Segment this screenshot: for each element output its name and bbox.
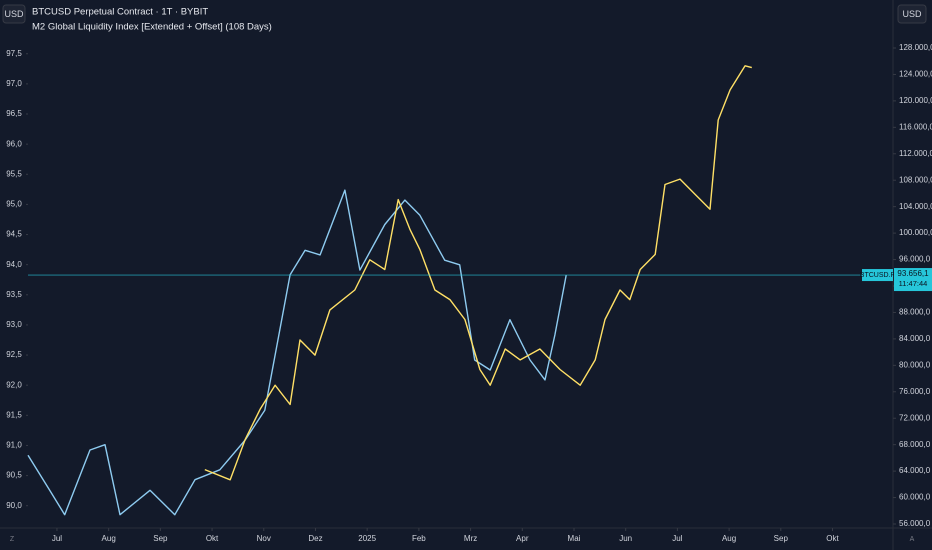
- y2-tick-label: 120.000,0: [899, 96, 932, 105]
- y2-tick-label: 56.000,0: [899, 519, 931, 528]
- y-tick-label: 97,0: [6, 79, 22, 88]
- y-tick-label: 90,5: [6, 471, 22, 480]
- x-tick-label: Feb: [412, 534, 426, 543]
- y2-tick-label: 72.000,0: [899, 413, 931, 422]
- x-tick-label: Jul: [672, 534, 682, 543]
- y2-tick-label: 100.000,0: [899, 228, 932, 237]
- y2-tick-label: 116.000,0: [899, 122, 932, 131]
- y-tick-label: 94,5: [6, 230, 22, 239]
- x-tick-label: Apr: [516, 534, 529, 543]
- x-tick-label: Dez: [308, 534, 322, 543]
- x-tick-label: Okt: [206, 534, 219, 543]
- x-tick-label: Sep: [153, 534, 168, 543]
- y-tick-label: 94,0: [6, 260, 22, 269]
- y-tick-label: 95,0: [6, 200, 22, 209]
- x-tick-label: Mai: [568, 534, 581, 543]
- x-tick-label: Aug: [102, 534, 116, 543]
- price-value-box: [894, 268, 932, 292]
- y-tick-label: 90,0: [6, 501, 22, 510]
- x-tick-label: Nov: [257, 534, 271, 543]
- currency-button[interactable]: [2, 4, 26, 24]
- currency-right[interactable]: USD: [902, 9, 922, 19]
- price-time: 11:47:44: [899, 279, 928, 288]
- y2-tick-label: 76.000,0: [899, 387, 931, 396]
- series-line: [27, 189, 567, 516]
- y-tick-label: 92,0: [6, 380, 22, 389]
- corner-label[interactable]: A: [910, 536, 915, 543]
- currency-left[interactable]: USD: [4, 9, 24, 19]
- y-tick-label: 96,5: [6, 109, 22, 118]
- series-line: [204, 65, 752, 481]
- y-tick-label: 93,5: [6, 290, 22, 299]
- y-tick-label: 91,5: [6, 410, 22, 419]
- price-name-box: [862, 269, 893, 282]
- chart-subtitle: M2 Global Liquidity Index [Extended + Of…: [32, 22, 272, 33]
- x-tick-label: Jun: [619, 534, 632, 543]
- y2-tick-label: 60.000,0: [899, 493, 931, 502]
- x-tick-label: 2025: [358, 534, 376, 543]
- x-tick-label: Okt: [826, 534, 839, 543]
- y2-tick-label: 108.000,0: [899, 175, 932, 184]
- y-tick-label: 93,0: [6, 320, 22, 329]
- y2-tick-label: 64.000,0: [899, 466, 931, 475]
- corner-label[interactable]: Z: [10, 536, 15, 543]
- x-tick-label: Jul: [52, 534, 62, 543]
- y-tick-label: 91,0: [6, 441, 22, 450]
- price-name: BTCUSD.P: [860, 272, 896, 279]
- y2-tick-label: 88.000,0: [899, 308, 931, 317]
- y2-tick-label: 104.000,0: [899, 202, 932, 211]
- y-tick-label: 96,0: [6, 139, 22, 148]
- chart-title: BTCUSD Perpetual Contract · 1T · BYBIT: [32, 7, 208, 18]
- y-tick-label: 92,5: [6, 350, 22, 359]
- x-tick-label: Sep: [774, 534, 789, 543]
- y2-tick-label: 128.000,0: [899, 43, 932, 52]
- y2-tick-label: 112.000,0: [899, 149, 932, 158]
- price-value: 93.656,1: [897, 269, 929, 278]
- x-tick-label: Aug: [722, 534, 736, 543]
- currency-button[interactable]: [897, 4, 927, 24]
- y2-tick-label: 80.000,0: [899, 360, 931, 369]
- y2-tick-label: 96.000,0: [899, 255, 931, 264]
- y2-tick-label: 84.000,0: [899, 334, 931, 343]
- y-tick-label: 95,5: [6, 169, 22, 178]
- y-tick-label: 97,5: [6, 49, 22, 58]
- y2-tick-label: 124.000,0: [899, 70, 932, 79]
- x-tick-label: Mrz: [464, 534, 477, 543]
- y2-tick-label: 68.000,0: [899, 440, 931, 449]
